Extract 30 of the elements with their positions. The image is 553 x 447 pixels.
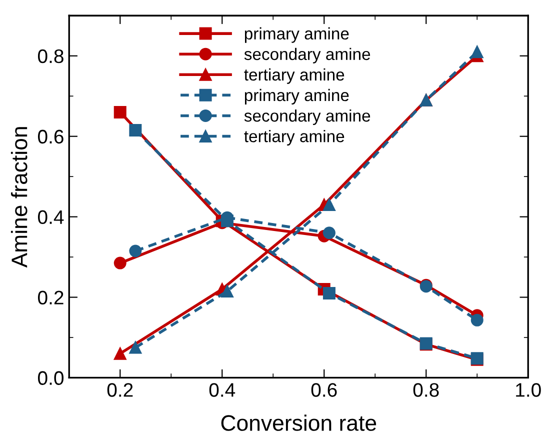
legend-label: tertiary amine	[244, 68, 344, 84]
point	[220, 284, 234, 298]
y-tick-label: 0.8	[38, 49, 64, 64]
point	[129, 124, 142, 137]
legend-label: secondary amine	[244, 109, 370, 125]
y-axis-title: Amine fraction	[10, 127, 28, 268]
x-tick-label: 0.4	[209, 383, 236, 397]
legend-label: primary amine	[244, 88, 349, 104]
x-tick-label: 0.8	[413, 383, 439, 397]
legend-label: secondary amine	[244, 48, 370, 64]
point	[129, 341, 142, 354]
y-tick-label: 0.4	[38, 210, 64, 224]
point	[114, 256, 126, 270]
point	[114, 106, 126, 118]
point	[322, 198, 336, 211]
point	[129, 244, 142, 258]
legend-label: tertiary amine	[244, 130, 344, 146]
point	[322, 226, 336, 240]
point	[114, 347, 126, 360]
x-tick-label: 1.0	[516, 383, 541, 397]
y-tick-label: 0.0	[38, 371, 64, 385]
y-tick-label: 0.6	[38, 130, 64, 144]
point	[322, 286, 336, 300]
y-tick-label: 0.2	[38, 290, 64, 304]
point	[470, 46, 484, 58]
x-axis-title: Conversion rate	[221, 414, 376, 431]
point	[470, 314, 484, 326]
x-tick-label: 0.2	[107, 383, 133, 397]
x-tick-label: 0.6	[311, 383, 337, 397]
legend-label: primary amine	[244, 27, 349, 43]
